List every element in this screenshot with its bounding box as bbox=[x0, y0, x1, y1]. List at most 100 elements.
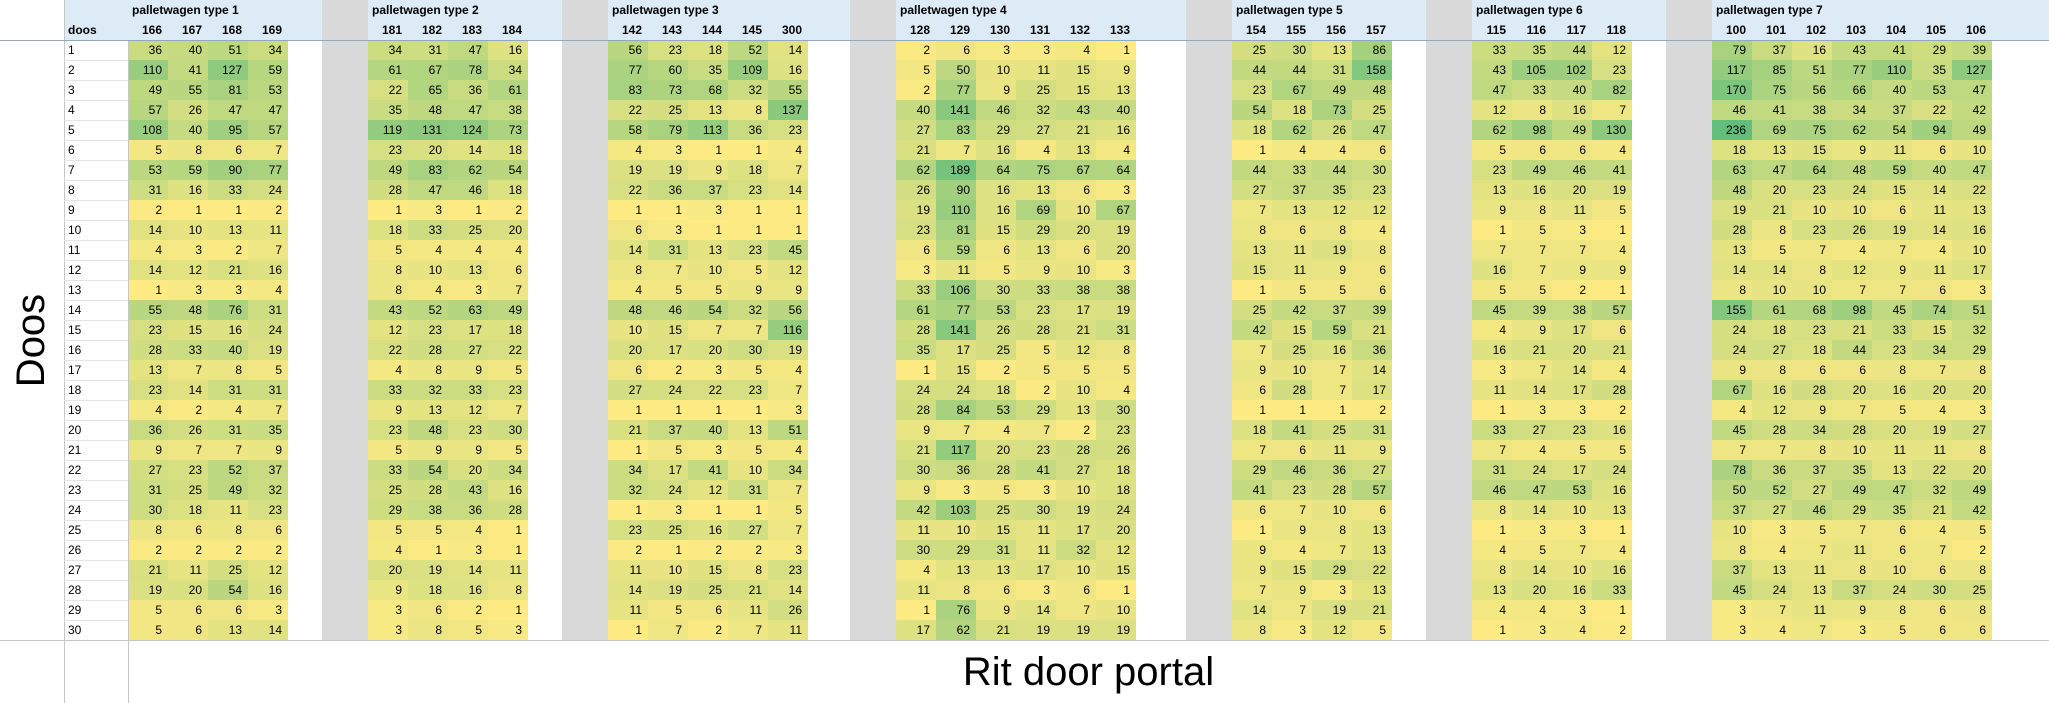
data-cell[interactable]: 57 bbox=[128, 100, 168, 120]
data-cell[interactable]: 5 bbox=[1792, 520, 1832, 540]
data-cell[interactable]: 14 bbox=[1552, 360, 1592, 380]
data-cell[interactable]: 8 bbox=[1512, 200, 1552, 220]
data-cell[interactable]: 42 bbox=[1232, 320, 1272, 340]
data-cell[interactable]: 8 bbox=[208, 520, 248, 540]
data-cell[interactable]: 11 bbox=[1016, 60, 1056, 80]
data-cell[interactable]: 8 bbox=[368, 260, 408, 280]
data-cell[interactable]: 7 bbox=[1472, 440, 1512, 460]
data-cell[interactable]: 42 bbox=[1952, 100, 1992, 120]
data-cell[interactable]: 7 bbox=[1472, 240, 1512, 260]
data-cell[interactable]: 8 bbox=[1472, 560, 1512, 580]
data-cell[interactable]: 13 bbox=[1352, 520, 1392, 540]
data-cell[interactable]: 1 bbox=[1096, 580, 1136, 600]
data-cell[interactable]: 6 bbox=[1872, 200, 1912, 220]
data-cell[interactable]: 2 bbox=[1552, 280, 1592, 300]
column-header[interactable]: 116 bbox=[1526, 23, 1546, 37]
data-cell[interactable]: 29 bbox=[1832, 500, 1872, 520]
data-cell[interactable]: 15 bbox=[1096, 560, 1136, 580]
data-cell[interactable]: 45 bbox=[1872, 300, 1912, 320]
data-cell[interactable]: 31 bbox=[128, 180, 168, 200]
data-cell[interactable]: 8 bbox=[208, 360, 248, 380]
data-cell[interactable]: 3 bbox=[448, 280, 488, 300]
data-cell[interactable]: 47 bbox=[1952, 160, 1992, 180]
data-cell[interactable]: 20 bbox=[368, 560, 408, 580]
data-cell[interactable]: 16 bbox=[1752, 380, 1792, 400]
data-cell[interactable]: 33 bbox=[168, 340, 208, 360]
data-cell[interactable]: 7 bbox=[728, 320, 768, 340]
data-cell[interactable]: 32 bbox=[1056, 540, 1096, 560]
data-cell[interactable]: 55 bbox=[128, 300, 168, 320]
data-cell[interactable]: 2 bbox=[608, 540, 648, 560]
data-cell[interactable]: 23 bbox=[1792, 220, 1832, 240]
data-cell[interactable]: 35 bbox=[1512, 40, 1552, 60]
data-cell[interactable]: 11 bbox=[1272, 240, 1312, 260]
data-cell[interactable]: 10 bbox=[688, 260, 728, 280]
data-cell[interactable]: 158 bbox=[1352, 60, 1392, 80]
data-cell[interactable]: 18 bbox=[728, 160, 768, 180]
data-cell[interactable]: 4 bbox=[896, 560, 936, 580]
data-cell[interactable]: 20 bbox=[1552, 340, 1592, 360]
data-cell[interactable]: 25 bbox=[1232, 300, 1272, 320]
data-cell[interactable]: 4 bbox=[1312, 140, 1352, 160]
data-cell[interactable]: 29 bbox=[1016, 400, 1056, 420]
data-cell[interactable]: 5 bbox=[728, 440, 768, 460]
data-cell[interactable]: 9 bbox=[1232, 360, 1272, 380]
data-cell[interactable]: 18 bbox=[1232, 120, 1272, 140]
data-cell[interactable]: 23 bbox=[768, 560, 808, 580]
data-cell[interactable]: 10 bbox=[1056, 200, 1096, 220]
data-cell[interactable]: 3 bbox=[168, 280, 208, 300]
data-cell[interactable]: 69 bbox=[1752, 120, 1792, 140]
data-cell[interactable]: 117 bbox=[936, 440, 976, 460]
data-cell[interactable]: 13 bbox=[208, 220, 248, 240]
data-cell[interactable]: 10 bbox=[168, 220, 208, 240]
data-cell[interactable]: 14 bbox=[448, 560, 488, 580]
data-cell[interactable]: 37 bbox=[1312, 300, 1352, 320]
data-cell[interactable]: 31 bbox=[408, 40, 448, 60]
data-cell[interactable]: 13 bbox=[1312, 40, 1352, 60]
data-cell[interactable]: 10 bbox=[608, 320, 648, 340]
data-cell[interactable]: 106 bbox=[936, 280, 976, 300]
column-header[interactable]: 103 bbox=[1845, 23, 1866, 37]
data-cell[interactable]: 6 bbox=[208, 600, 248, 620]
data-cell[interactable]: 9 bbox=[368, 400, 408, 420]
data-cell[interactable]: 42 bbox=[896, 500, 936, 520]
data-cell[interactable]: 32 bbox=[728, 300, 768, 320]
data-cell[interactable]: 14 bbox=[1912, 180, 1952, 200]
data-cell[interactable]: 7 bbox=[1512, 240, 1552, 260]
data-cell[interactable]: 33 bbox=[896, 280, 936, 300]
data-cell[interactable]: 110 bbox=[128, 60, 168, 80]
data-cell[interactable]: 4 bbox=[1096, 140, 1136, 160]
data-cell[interactable]: 44 bbox=[1832, 340, 1872, 360]
data-cell[interactable]: 1 bbox=[608, 500, 648, 520]
data-cell[interactable]: 77 bbox=[936, 300, 976, 320]
data-cell[interactable]: 13 bbox=[936, 560, 976, 580]
column-header[interactable]: 142 bbox=[621, 23, 642, 37]
data-cell[interactable]: 1 bbox=[728, 500, 768, 520]
data-cell[interactable]: 45 bbox=[768, 240, 808, 260]
data-cell[interactable]: 12 bbox=[768, 260, 808, 280]
data-cell[interactable]: 5 bbox=[1472, 280, 1512, 300]
data-cell[interactable]: 9 bbox=[1832, 600, 1872, 620]
data-cell[interactable]: 11 bbox=[896, 580, 936, 600]
data-cell[interactable]: 40 bbox=[1096, 100, 1136, 120]
data-cell[interactable]: 14 bbox=[768, 580, 808, 600]
data-cell[interactable]: 47 bbox=[1952, 80, 1992, 100]
data-cell[interactable]: 18 bbox=[488, 140, 528, 160]
data-cell[interactable]: 5 bbox=[1872, 620, 1912, 640]
data-cell[interactable]: 38 bbox=[1096, 280, 1136, 300]
data-cell[interactable]: 3 bbox=[488, 620, 528, 640]
data-cell[interactable]: 39 bbox=[1352, 300, 1392, 320]
data-cell[interactable]: 8 bbox=[608, 260, 648, 280]
data-cell[interactable]: 2 bbox=[1056, 420, 1096, 440]
column-header[interactable]: 118 bbox=[1606, 23, 1626, 37]
data-cell[interactable]: 37 bbox=[648, 420, 688, 440]
data-cell[interactable]: 18 bbox=[368, 220, 408, 240]
data-cell[interactable]: 14 bbox=[768, 40, 808, 60]
data-cell[interactable]: 21 bbox=[1352, 600, 1392, 620]
data-cell[interactable]: 6 bbox=[1832, 360, 1872, 380]
data-cell[interactable]: 18 bbox=[1752, 320, 1792, 340]
data-cell[interactable]: 131 bbox=[408, 120, 448, 140]
column-header[interactable]: 182 bbox=[421, 23, 442, 37]
data-cell[interactable]: 110 bbox=[1872, 60, 1912, 80]
data-cell[interactable]: 68 bbox=[688, 80, 728, 100]
